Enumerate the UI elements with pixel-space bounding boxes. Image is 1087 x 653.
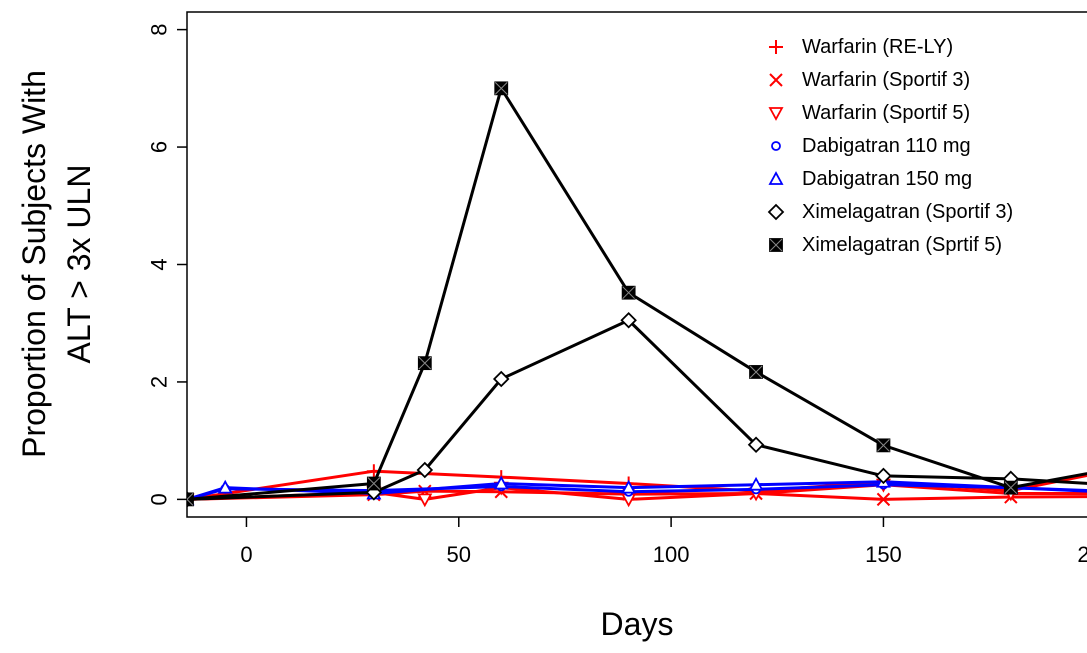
data-point bbox=[876, 438, 891, 453]
legend-marker bbox=[769, 73, 783, 87]
y-tick-label: 8 bbox=[147, 23, 172, 35]
data-point bbox=[621, 285, 636, 300]
legend-marker bbox=[769, 40, 783, 54]
y-tick-label: 6 bbox=[147, 141, 172, 153]
legend: Warfarin (RE-LY) Warfarin (Sportif 3) Warf… bbox=[767, 36, 1013, 256]
y-tick-label: 2 bbox=[147, 376, 172, 388]
legend-item: Warfarin (Sportif 5) bbox=[768, 102, 970, 124]
data-point bbox=[217, 479, 233, 494]
legend-marker bbox=[768, 107, 784, 121]
data-point bbox=[748, 476, 764, 491]
legend-label: Ximelagatran (Sprtif 5) bbox=[802, 234, 1002, 256]
legend-item: Ximelagatran (Sportif 3) bbox=[767, 201, 1013, 223]
legend-label: Warfarin (Sportif 3) bbox=[802, 69, 970, 91]
series-layer bbox=[187, 81, 1087, 508]
data-point bbox=[621, 479, 637, 494]
series-6 bbox=[187, 81, 1087, 507]
data-point bbox=[416, 461, 434, 479]
series-5 bbox=[187, 312, 1087, 508]
legend-label: Warfarin (RE-LY) bbox=[802, 36, 953, 58]
y-axis-title-line1: Proportion of Subjects With bbox=[16, 70, 52, 458]
legend-label: Dabigatran 150 mg bbox=[802, 168, 972, 190]
legend-label: Warfarin (Sportif 5) bbox=[802, 102, 970, 124]
data-point bbox=[749, 365, 763, 379]
data-point bbox=[492, 370, 510, 388]
legend-item: Dabigatran 150 mg bbox=[768, 168, 972, 190]
legend-item: Ximelagatran (Sprtif 5) bbox=[769, 234, 1002, 256]
y-tick-label: 0 bbox=[147, 493, 172, 505]
y-tick-label: 4 bbox=[147, 258, 172, 270]
legend-label: Ximelagatran (Sportif 3) bbox=[802, 201, 1013, 223]
x-tick-label: 50 bbox=[447, 542, 471, 567]
legend-item: Warfarin (Sportif 3) bbox=[769, 69, 970, 91]
data-point bbox=[494, 81, 509, 96]
x-tick-label: 200 bbox=[1077, 542, 1087, 567]
data-point bbox=[187, 492, 194, 507]
data-point bbox=[417, 493, 433, 508]
data-point bbox=[876, 492, 891, 507]
legend-item: Dabigatran 110 mg bbox=[771, 135, 971, 157]
x-tick-label: 0 bbox=[240, 542, 252, 567]
x-axis-title: Days bbox=[601, 606, 674, 642]
data-point bbox=[1003, 480, 1018, 495]
legend-item: Warfarin (RE-LY) bbox=[769, 36, 953, 58]
axes-layer: 0 50 100 150 200 0 2 4 6 8 bbox=[147, 23, 1087, 567]
data-point bbox=[620, 312, 637, 329]
legend-marker bbox=[768, 171, 784, 185]
legend-label: Dabigatran 110 mg bbox=[802, 135, 971, 157]
series-line bbox=[187, 318, 1087, 501]
legend-marker bbox=[771, 141, 781, 151]
data-point bbox=[747, 436, 765, 454]
x-tick-label: 100 bbox=[653, 542, 690, 567]
data-point bbox=[417, 356, 432, 371]
data-point bbox=[493, 475, 509, 490]
legend-marker bbox=[767, 203, 785, 221]
data-point bbox=[366, 476, 381, 491]
legend-marker bbox=[769, 238, 783, 252]
x-tick-label: 150 bbox=[865, 542, 902, 567]
data-point bbox=[875, 467, 892, 485]
y-axis-title-line2: ALT > 3x ULN bbox=[61, 165, 97, 364]
